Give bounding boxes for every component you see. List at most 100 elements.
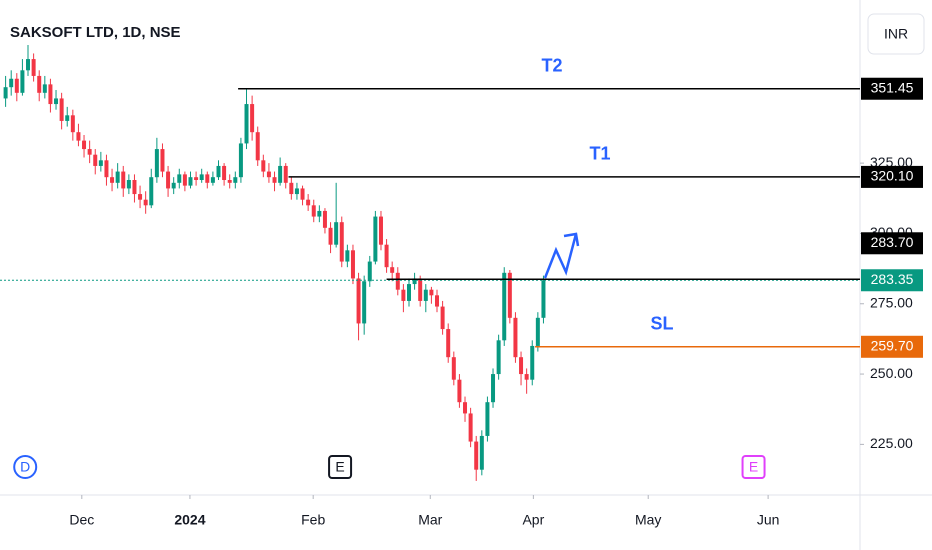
price-badge xyxy=(861,335,923,358)
candle-body xyxy=(406,284,411,301)
candle-body xyxy=(250,104,255,133)
candle-body xyxy=(491,374,496,403)
y-tick-label: 225.00 xyxy=(870,435,913,451)
candle-body xyxy=(199,174,204,180)
candle-body xyxy=(138,194,143,200)
candle-body xyxy=(513,317,518,358)
candle-body xyxy=(115,171,120,183)
candle-body xyxy=(356,278,361,324)
candle-body xyxy=(507,272,512,318)
candle-body xyxy=(9,78,14,88)
candle-body xyxy=(474,441,479,470)
currency-label[interactable]: INR xyxy=(884,26,908,42)
candle-body xyxy=(110,177,115,183)
candle-body xyxy=(373,216,378,262)
candle-body xyxy=(317,210,322,217)
candle-body xyxy=(524,374,529,380)
y-tick-label: 325.00 xyxy=(870,154,913,170)
candle-body xyxy=(149,177,154,206)
candle-body xyxy=(451,357,456,380)
projection-arrow xyxy=(543,233,578,279)
candle-body xyxy=(541,280,546,318)
candle-body xyxy=(266,171,271,178)
candle-body xyxy=(485,402,490,436)
level-name: T2 xyxy=(541,55,562,75)
projection-arrowhead xyxy=(563,232,580,247)
candle-body xyxy=(14,78,19,93)
candle-body xyxy=(457,379,462,403)
candle-body xyxy=(390,267,395,273)
level-name: SL xyxy=(650,314,673,334)
candle-body xyxy=(26,59,31,71)
candle-body xyxy=(93,154,98,166)
candle-body xyxy=(37,75,42,93)
price-badge-label: 283.35 xyxy=(871,271,914,287)
event-label: E xyxy=(335,459,344,475)
candle-body xyxy=(238,143,243,178)
plot xyxy=(3,45,546,481)
candle-body xyxy=(423,289,428,301)
candle-body xyxy=(345,250,350,262)
chart-title: SAKSOFT LTD, 1D, NSE xyxy=(10,24,181,41)
candle-body xyxy=(104,160,109,178)
y-tick-label: 250.00 xyxy=(870,365,913,381)
candle-body xyxy=(82,140,87,150)
candle-body xyxy=(59,98,64,121)
x-tick-label: Apr xyxy=(522,512,544,528)
candle-body xyxy=(429,289,434,296)
candle-body xyxy=(255,132,260,161)
currency-button[interactable] xyxy=(867,13,925,55)
candle-body xyxy=(479,435,484,470)
candle-body xyxy=(350,250,355,279)
candle-body xyxy=(261,160,266,172)
candle-body xyxy=(76,132,81,141)
candle-body xyxy=(98,160,103,166)
y-tick-label: 275.00 xyxy=(870,294,913,310)
price-badge-label: 320.10 xyxy=(871,168,914,184)
event-marker xyxy=(741,455,766,479)
candle-body xyxy=(272,177,277,183)
candle-body xyxy=(530,345,535,380)
candle-body xyxy=(322,210,327,228)
candle-body xyxy=(362,281,367,324)
price-badge xyxy=(861,269,923,292)
candle-body xyxy=(519,357,524,375)
level-name: T1 xyxy=(589,144,610,164)
event-marker xyxy=(328,455,353,479)
candle-body xyxy=(289,182,294,195)
event-marker xyxy=(13,455,38,479)
candle-body xyxy=(160,149,165,172)
candle-body xyxy=(384,244,389,268)
candle-body xyxy=(166,171,171,189)
candle-body xyxy=(70,115,75,133)
candle-body xyxy=(283,165,288,183)
candle-body xyxy=(378,216,383,245)
candle-body xyxy=(412,278,417,285)
price-badge-label: 259.70 xyxy=(871,337,914,353)
candle-body xyxy=(48,84,53,105)
candle-body xyxy=(121,171,126,189)
candle-body xyxy=(65,115,70,121)
candle-body xyxy=(502,272,507,341)
candle-body xyxy=(177,174,182,183)
candle-body xyxy=(463,402,468,414)
candle-body xyxy=(54,98,59,105)
candle-body xyxy=(171,182,176,189)
x-tick-label: Jun xyxy=(757,512,780,528)
candle-body xyxy=(339,222,344,262)
x-tick-label: Dec xyxy=(69,512,94,528)
candle-body xyxy=(20,70,25,93)
candle-body xyxy=(143,199,148,206)
price-badge xyxy=(861,77,923,100)
candle-body xyxy=(294,188,299,195)
candle-body xyxy=(278,165,283,183)
candle-body xyxy=(87,149,92,155)
candle-body xyxy=(334,222,339,245)
x-tick-label: May xyxy=(635,512,661,528)
candle-body xyxy=(227,180,232,183)
candle-body xyxy=(401,289,406,301)
candle-body xyxy=(182,174,187,186)
candle-body xyxy=(3,87,8,99)
